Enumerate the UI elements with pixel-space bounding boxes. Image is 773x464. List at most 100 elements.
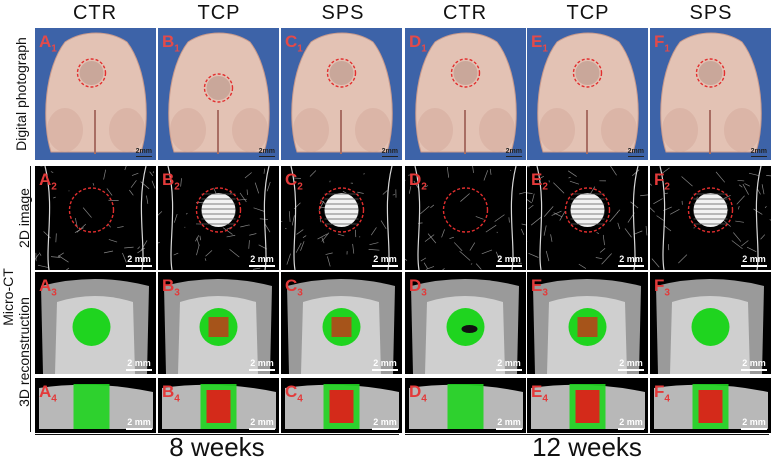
panel-letter: D1 [409, 32, 427, 55]
recon-specimen-image [41, 279, 149, 374]
scale-bar: 2 mm [249, 417, 275, 430]
side-specimen-image [39, 384, 153, 429]
scale-bar: 2 mm [741, 254, 767, 267]
side-specimen-image [654, 384, 768, 429]
panel-b3: B3 2 mm [158, 272, 279, 374]
panel-e4: E4 2 mm [527, 378, 648, 433]
column-header: CTR [72, 2, 118, 24]
scale-bar: 2 mm [496, 417, 522, 430]
panel-d4: D4 2 mm [405, 378, 526, 433]
panel-letter: C3 [285, 276, 303, 299]
panel-f3: F3 2 mm [650, 272, 771, 374]
panel-letter: B2 [162, 170, 180, 193]
panel-letter: D2 [409, 170, 427, 193]
scale-bar: 2 mm [126, 254, 152, 267]
scale-bar: 2 mm [741, 417, 767, 430]
panel-letter: E1 [531, 32, 548, 55]
scale-bar: 2 mm [126, 358, 152, 371]
scale-bar: 2 mm [618, 417, 644, 430]
side-specimen-image [285, 384, 399, 429]
panel-letter: E2 [531, 170, 548, 193]
scale-bar: 2mm [627, 148, 644, 157]
scale-bar: 2mm [381, 148, 398, 157]
panel-c2: C2 2 mm [281, 166, 402, 270]
panel-f1: F1 2mm [650, 28, 771, 160]
panel-b2: B2 2 mm [158, 166, 279, 270]
panel-letter: B4 [162, 382, 180, 405]
scale-bar: 2 mm [372, 417, 398, 430]
panel-letter: C1 [285, 32, 303, 55]
side-specimen-image [162, 384, 276, 429]
panel-letter: E4 [531, 382, 548, 405]
panel-e3: E3 2 mm [527, 272, 648, 374]
panel-letter: B1 [162, 32, 180, 55]
panel-d2: D2 2 mm [405, 166, 526, 270]
ct2d-specimen-image [527, 166, 648, 270]
panel-letter: A1 [39, 32, 57, 55]
panel-letter: D3 [409, 276, 427, 299]
panel-e1: E1 2mm [527, 28, 648, 160]
panel-letter: D4 [409, 382, 427, 405]
side-specimen-image [409, 384, 523, 429]
panel-c4: C4 2 mm [281, 378, 402, 433]
panel-letter: C4 [285, 382, 303, 405]
scale-bar: 2 mm [372, 358, 398, 371]
ct2d-specimen-image [405, 166, 526, 270]
panel-letter: A3 [39, 276, 57, 299]
panel-letter: B3 [162, 276, 180, 299]
panel-letter: F4 [654, 382, 670, 405]
scale-bar: 2 mm [372, 254, 398, 267]
scale-bar: 2mm [750, 148, 767, 157]
recon-specimen-image [656, 279, 764, 374]
scale-bar: 2mm [505, 148, 522, 157]
panel-d1: D1 2mm [405, 28, 526, 160]
panel-letter: F1 [654, 32, 670, 55]
ct2d-specimen-image [650, 166, 771, 270]
side-specimen-image [531, 384, 645, 429]
column-header: CTR [442, 2, 488, 24]
panel-c3: C3 2 mm [281, 272, 402, 374]
ct2d-specimen-image [158, 166, 271, 270]
recon-specimen-image [287, 279, 395, 374]
photo-specimen-image [291, 32, 393, 154]
ct2d-specimen-image [281, 166, 397, 270]
ct2d-specimen-image [35, 166, 156, 270]
panel-a3: A3 2 mm [35, 272, 156, 374]
group-label-8-weeks: 8 weeks [169, 432, 265, 462]
panel-a2: A2 2 mm [35, 166, 156, 270]
scale-bar: 2 mm [618, 254, 644, 267]
row-label-photo: Digital photograph [13, 37, 30, 151]
panel-b1: B1 2mm [158, 28, 279, 160]
panel-letter: E3 [531, 276, 548, 299]
panel-letter: F3 [654, 276, 670, 299]
column-header: TCP [197, 2, 241, 24]
scale-bar: 2 mm [249, 358, 275, 371]
photo-specimen-image [45, 32, 147, 154]
photo-specimen-image [660, 32, 762, 154]
recon-specimen-image [533, 279, 641, 374]
column-header: SPS [689, 2, 733, 24]
panel-letter: A2 [39, 170, 57, 193]
photo-specimen-image [168, 32, 270, 154]
panel-letter: F2 [654, 170, 670, 193]
scale-bar: 2 mm [496, 358, 522, 371]
panel-f4: F4 2 mm [650, 378, 771, 433]
group-label-12-weeks: 12 weeks [532, 432, 642, 462]
group-underline-12-weeks [405, 434, 769, 435]
panel-b4: B4 2 mm [158, 378, 279, 433]
scale-bar: 2 mm [249, 254, 275, 267]
scale-bar: 2 mm [618, 358, 644, 371]
column-header: SPS [321, 2, 365, 24]
panel-f2: F2 2 mm [650, 166, 771, 270]
panel-d3: D3 2 mm [405, 272, 526, 374]
recon-specimen-image [411, 279, 519, 374]
scale-bar: 2 mm [126, 417, 152, 430]
scale-bar: 2mm [258, 148, 275, 157]
panel-letter: A4 [39, 382, 57, 405]
panel-a4: A4 2 mm [35, 378, 156, 433]
group-underline-8-weeks [35, 434, 399, 435]
column-header: TCP [566, 2, 610, 24]
micro-ct-bracket [30, 166, 31, 432]
panel-a1: A1 2mm [35, 28, 156, 160]
photo-specimen-image [537, 32, 639, 154]
